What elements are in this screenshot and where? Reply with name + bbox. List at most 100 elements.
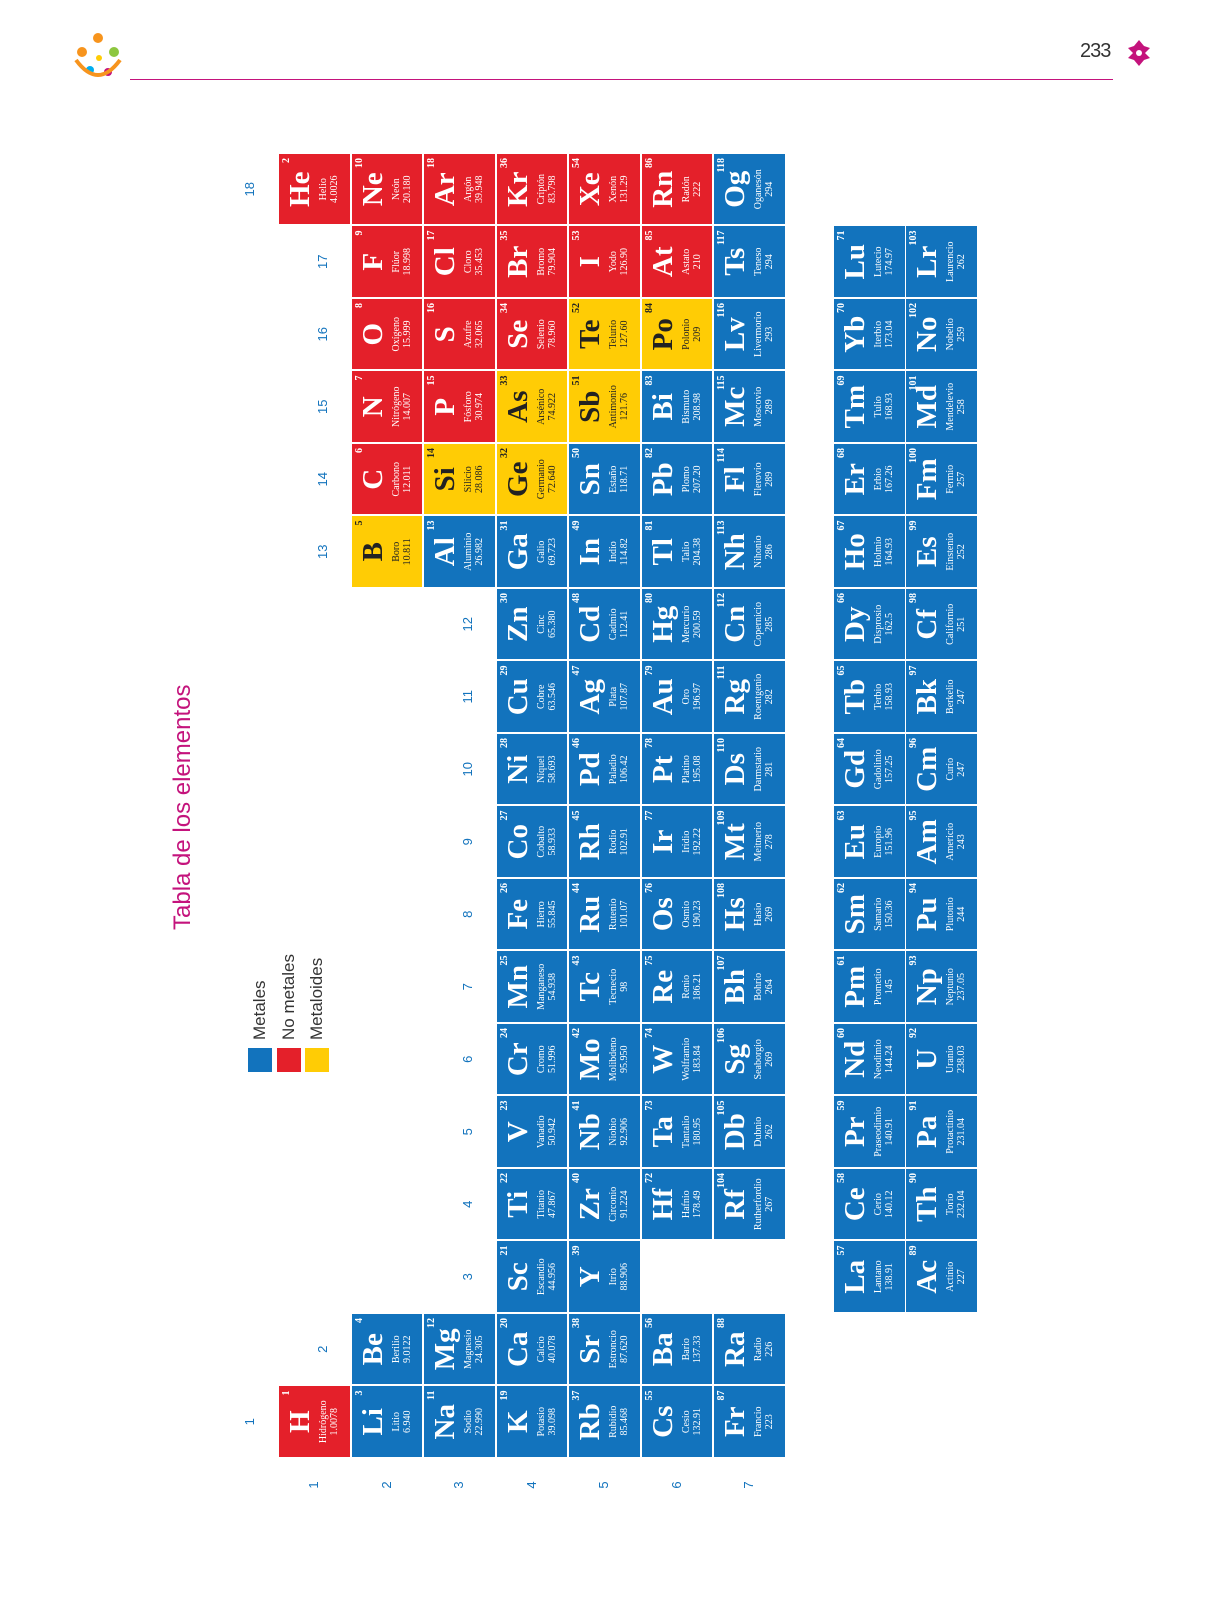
- element-name: Litio: [390, 1412, 402, 1432]
- atomic-mass: 40.078: [546, 1335, 558, 1364]
- element-cell: 54 Xe Xenón 131.29: [568, 153, 641, 226]
- element-symbol: Mg: [429, 1328, 461, 1371]
- atomic-mass: 9.0122: [401, 1335, 413, 1364]
- element-cell: 23 V Vanadio 50.942: [495, 1095, 568, 1168]
- period-label: 2: [378, 1481, 394, 1489]
- element-symbol: At: [646, 246, 679, 278]
- element-name: Fósforo: [463, 391, 474, 423]
- element-name: Cobre: [535, 684, 547, 709]
- element-cell: 8 O Oxígeno 15.999: [350, 298, 423, 371]
- atomic-mass: 24.305: [474, 1335, 485, 1364]
- element-cell: 76 Os Osmio 190.23: [640, 878, 713, 951]
- element-cell: 93 Np Neptunio 237.05: [905, 950, 978, 1023]
- element-cell: 91 Pa Protactinio 231.04: [905, 1095, 978, 1168]
- element-cell: 90 Th Torio 232.04: [905, 1168, 978, 1241]
- element-cell: 89 Ac Actinio 227: [905, 1240, 978, 1313]
- atomic-mass: 262: [764, 1124, 775, 1140]
- element-name: Hierro: [535, 901, 547, 928]
- element-symbol: Rn: [646, 170, 679, 208]
- element-cell: 39 Y Itrio 88.906: [568, 1240, 641, 1313]
- element-symbol: Ta: [646, 1116, 679, 1148]
- element-name: Germanio: [535, 459, 547, 500]
- atomic-mass: 55.845: [546, 900, 558, 929]
- element-cell: 58 Ce Cerio 140.12: [833, 1168, 906, 1241]
- group-label: 13: [314, 544, 330, 559]
- element-cell: 50 Sn Estaño 118.71: [568, 443, 641, 516]
- element-cell: 88 Ra Radio 226: [713, 1313, 786, 1386]
- element-cell: 62 Sm Samario 150.36: [833, 878, 906, 951]
- atomic-mass: 72.640: [546, 465, 558, 494]
- element-symbol: Fl: [719, 466, 751, 493]
- element-cell: 66 Dy Disprosio 162.5: [833, 588, 906, 661]
- element-name: Níquel: [535, 755, 547, 783]
- atomic-mass: 227: [956, 1269, 967, 1285]
- element-cell: 73 Ta Tantalio 180.95: [640, 1095, 713, 1168]
- element-cell: 103 Lr Laurencio 262: [905, 225, 978, 298]
- element-symbol: Hg: [646, 605, 679, 643]
- element-name: Cadmio: [608, 608, 619, 641]
- page-title: Tabla de los elementos: [169, 684, 196, 930]
- element-name: Cerio: [873, 1193, 884, 1216]
- atomic-mass: 74.922: [546, 393, 558, 421]
- group-label: 2: [314, 1345, 330, 1353]
- element-cell: 69 Tm Tulio 168.93: [833, 370, 906, 443]
- element-name: Laurencio: [945, 241, 956, 283]
- element-name: Erbio: [873, 468, 884, 491]
- element-cell: 96 Cm Curio 247: [905, 733, 978, 806]
- element-cell: 29 Cu Cobre 63.546: [495, 660, 568, 733]
- element-name: Niobio: [608, 1117, 619, 1146]
- element-symbol: Cd: [574, 605, 606, 643]
- element-symbol: Sb: [574, 390, 606, 423]
- atomic-mass: 157.25: [884, 755, 895, 784]
- atomic-mass: 251: [956, 616, 967, 632]
- period-label: 1: [306, 1481, 322, 1489]
- element-cell: 49 In Indio 114.82: [568, 515, 641, 588]
- element-cell: 108 Hs Hasio 269: [713, 878, 786, 951]
- element-symbol: Li: [356, 1408, 389, 1436]
- element-name: Aluminio: [463, 532, 474, 571]
- atomic-mass: 243: [956, 834, 967, 850]
- element-cell: 55 Cs Cesio 132.91: [640, 1385, 713, 1458]
- element-symbol: Pm: [839, 965, 871, 1008]
- element-cell: 70 Yb Iterbio 173.04: [833, 298, 906, 371]
- element-name: Cinc: [535, 614, 547, 634]
- group-label: 3: [459, 1273, 475, 1281]
- element-name: Estaño: [608, 465, 619, 493]
- element-symbol: Mo: [574, 1038, 606, 1081]
- atomic-mass: 6.940: [401, 1410, 413, 1434]
- atomic-mass: 267: [764, 1196, 775, 1212]
- element-cell: 118 Og Oganesón 294: [713, 153, 786, 226]
- atomic-mass: 138.91: [884, 1263, 895, 1291]
- element-symbol: O: [356, 322, 389, 346]
- element-symbol: Pb: [646, 462, 679, 497]
- atomic-mass: 126.90: [619, 248, 630, 276]
- element-name: Nobelio: [945, 318, 956, 351]
- element-cell: 68 Er Erbio 167.26: [833, 443, 906, 516]
- element-name: Livermorio: [753, 311, 764, 358]
- element-cell: 104 Rf Rutherfordio 267: [713, 1168, 786, 1241]
- element-name: Mercurio: [680, 605, 692, 643]
- element-cell: 43 Tc Tecnecio 98: [568, 950, 641, 1023]
- element-symbol: V: [501, 1121, 534, 1143]
- element-name: Dubnio: [753, 1116, 764, 1147]
- atomic-mass: 282: [764, 689, 775, 705]
- element-name: Manganeso: [535, 963, 547, 1010]
- element-name: Fermio: [945, 464, 956, 494]
- element-symbol: Ru: [574, 895, 606, 933]
- element-cell: 41 Nb Niobio 92.906: [568, 1095, 641, 1168]
- element-symbol: Pu: [911, 897, 943, 932]
- element-symbol: Au: [646, 678, 679, 716]
- element-name: Nitrógeno: [390, 386, 402, 428]
- element-cell: 102 No Nobelio 259: [905, 298, 978, 371]
- atomic-mass: 289: [764, 399, 775, 415]
- element-name: Einstenio: [945, 532, 956, 571]
- element-name: Calcio: [535, 1336, 547, 1363]
- atomic-mass: 294: [764, 181, 775, 197]
- element-name: Americio: [945, 822, 956, 861]
- element-name: Polonio: [680, 318, 692, 350]
- period-label: 5: [596, 1481, 612, 1489]
- element-name: Meitnerio: [753, 822, 764, 862]
- element-symbol: Xe: [574, 172, 606, 207]
- element-name: Telurio: [608, 319, 619, 349]
- atomic-mass: 65.380: [546, 610, 558, 639]
